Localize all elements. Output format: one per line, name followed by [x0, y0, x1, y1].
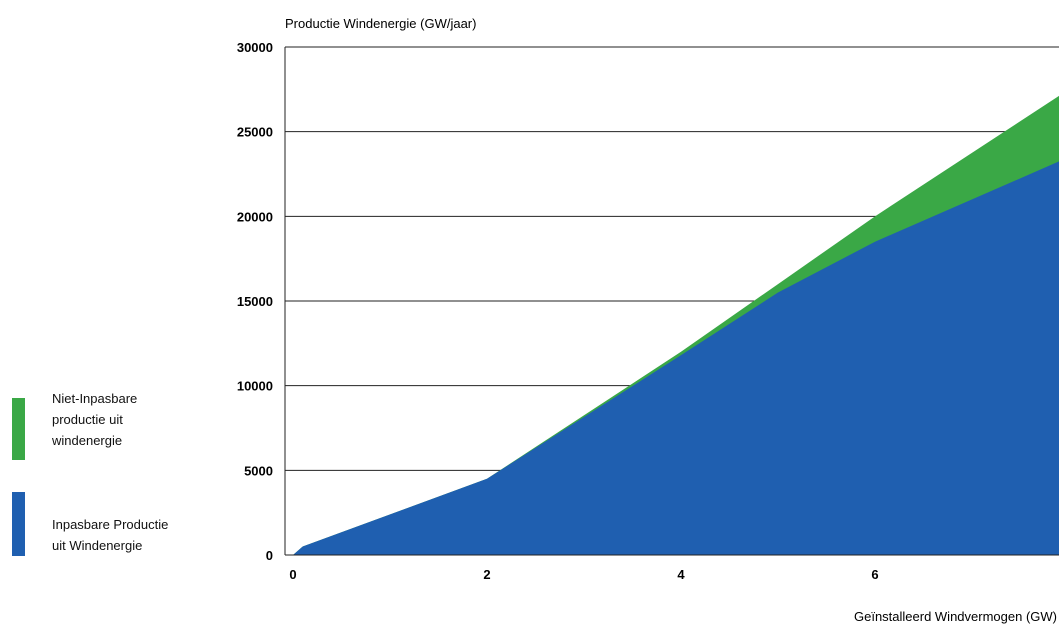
y-tick-label: 15000 [237, 294, 273, 309]
x-axis-label: Geïnstalleerd Windvermogen (GW) [854, 609, 1057, 624]
y-tick-label: 25000 [237, 125, 273, 140]
x-tick-labels: 02468 [289, 567, 878, 582]
area-series [293, 95, 1059, 555]
legend-line: productie uit [52, 412, 123, 427]
y-axis-label: Productie Windenergie (GW/jaar) [285, 16, 476, 31]
y-tick-label: 10000 [237, 379, 273, 394]
area-inpasbare [293, 161, 1059, 555]
x-tick-label: 4 [677, 567, 685, 582]
x-tick-label: 6 [871, 567, 878, 582]
y-tick-label: 30000 [237, 40, 273, 55]
legend-line: uit Windenergie [52, 538, 143, 553]
legend-swatch-green [12, 398, 25, 460]
y-tick-label: 20000 [237, 209, 273, 224]
legend-swatch-blue [12, 492, 25, 556]
x-tick-label: 2 [483, 567, 490, 582]
legend-line: windenergie [52, 433, 123, 448]
legend-label: Niet-Inpasbare productie uit windenergie [52, 388, 232, 451]
x-tick-label: 0 [289, 567, 296, 582]
legend-label: Inpasbare Productie uit Windenergie [52, 514, 232, 556]
axes [284, 47, 1059, 556]
y-tick-labels: 0 5000 10000 15000 20000 25000 30000 [237, 40, 273, 563]
legend-line: Inpasbare Productie [52, 517, 169, 532]
y-tick-label: 5000 [244, 463, 273, 478]
y-tick-label: 0 [266, 548, 273, 563]
legend-line: Niet-Inpasbare [52, 391, 138, 406]
